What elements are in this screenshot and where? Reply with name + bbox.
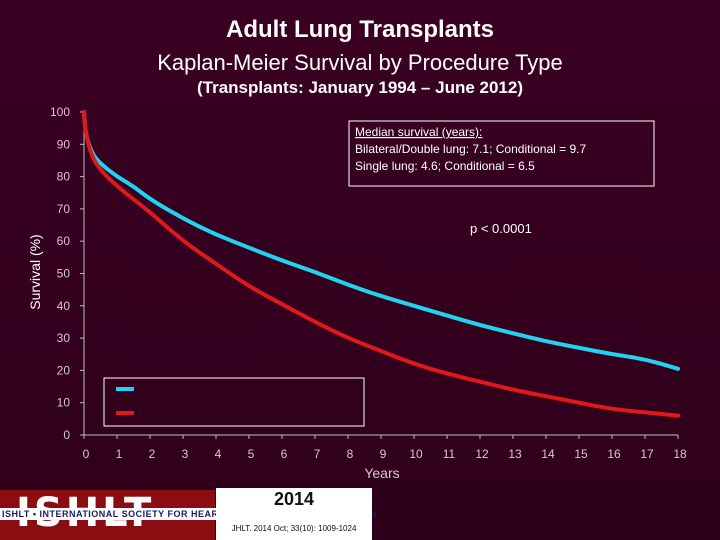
year-box — [216, 488, 372, 540]
slide-subtitle: Kaplan-Meier Survival by Procedure Type — [157, 50, 563, 75]
slide-date-range: (Transplants: January 1994 – June 2012) — [197, 78, 523, 97]
x-tick-label: 6 — [281, 447, 288, 461]
series-line-single — [82, 110, 680, 418]
x-tick-label: 7 — [314, 447, 321, 461]
series-lines — [82, 110, 680, 418]
y-tick-label: 0 — [63, 428, 70, 442]
x-tick-label: 17 — [640, 447, 654, 461]
x-tick-label: 4 — [215, 447, 222, 461]
society-name: ISHLT • INTERNATIONAL SOCIETY FOR HEART … — [2, 509, 377, 519]
slide-title: Adult Lung Transplants — [226, 16, 494, 43]
y-tick-label: 90 — [57, 137, 71, 151]
x-tick-label: 5 — [248, 447, 255, 461]
y-tick-label: 30 — [57, 331, 71, 345]
y-tick-label: 70 — [57, 202, 71, 216]
p-value: p < 0.0001 — [470, 221, 532, 236]
x-tick-label: 3 — [182, 447, 189, 461]
x-tick-label: 13 — [508, 447, 522, 461]
x-tick-label: 16 — [607, 447, 621, 461]
y-tick-label: 60 — [57, 234, 71, 248]
series-line-bilateral — [82, 110, 680, 371]
x-tick-label: 2 — [149, 447, 156, 461]
x-tick-labels: 0 1 2 3 4 5 6 7 8 9 10 11 12 13 14 15 16 17 18 — [83, 435, 687, 461]
median-line-single: Single lung: 4.6; Conditional = 6.5 — [355, 159, 535, 173]
x-tick-label: 14 — [541, 447, 555, 461]
median-line-bilateral: Bilateral/Double lung: 7.1; Conditional … — [355, 142, 586, 156]
y-tick-label: 50 — [57, 267, 71, 281]
y-tick-label: 20 — [57, 363, 71, 377]
x-tick-label: 15 — [574, 447, 588, 461]
legend-box — [103, 377, 365, 427]
x-tick-label: 1 — [116, 447, 123, 461]
x-tick-label: 12 — [475, 447, 489, 461]
x-tick-label: 9 — [380, 447, 387, 461]
report-year: 2014 — [273, 489, 315, 509]
y-tick-label: 40 — [57, 299, 71, 313]
y-tick-labels: 0 10 20 30 40 50 60 70 80 90 100 — [50, 105, 84, 442]
x-tick-label: 8 — [347, 447, 354, 461]
median-heading: Median survival (years): — [355, 125, 482, 139]
y-tick-label: 100 — [50, 105, 70, 119]
y-axis-label: Survival (%) — [27, 234, 43, 309]
x-tick-label: 18 — [673, 447, 687, 461]
y-tick-label: 80 — [57, 170, 71, 184]
x-tick-label: 11 — [443, 447, 456, 461]
citation: JHLT. 2014 Oct; 33(10): 1009-1024 — [231, 524, 357, 533]
x-axis-label: Years — [364, 465, 399, 481]
median-box — [348, 120, 655, 187]
x-tick-label: 10 — [409, 447, 423, 461]
x-tick-label: 0 — [83, 447, 90, 461]
y-tick-label: 10 — [57, 396, 71, 410]
